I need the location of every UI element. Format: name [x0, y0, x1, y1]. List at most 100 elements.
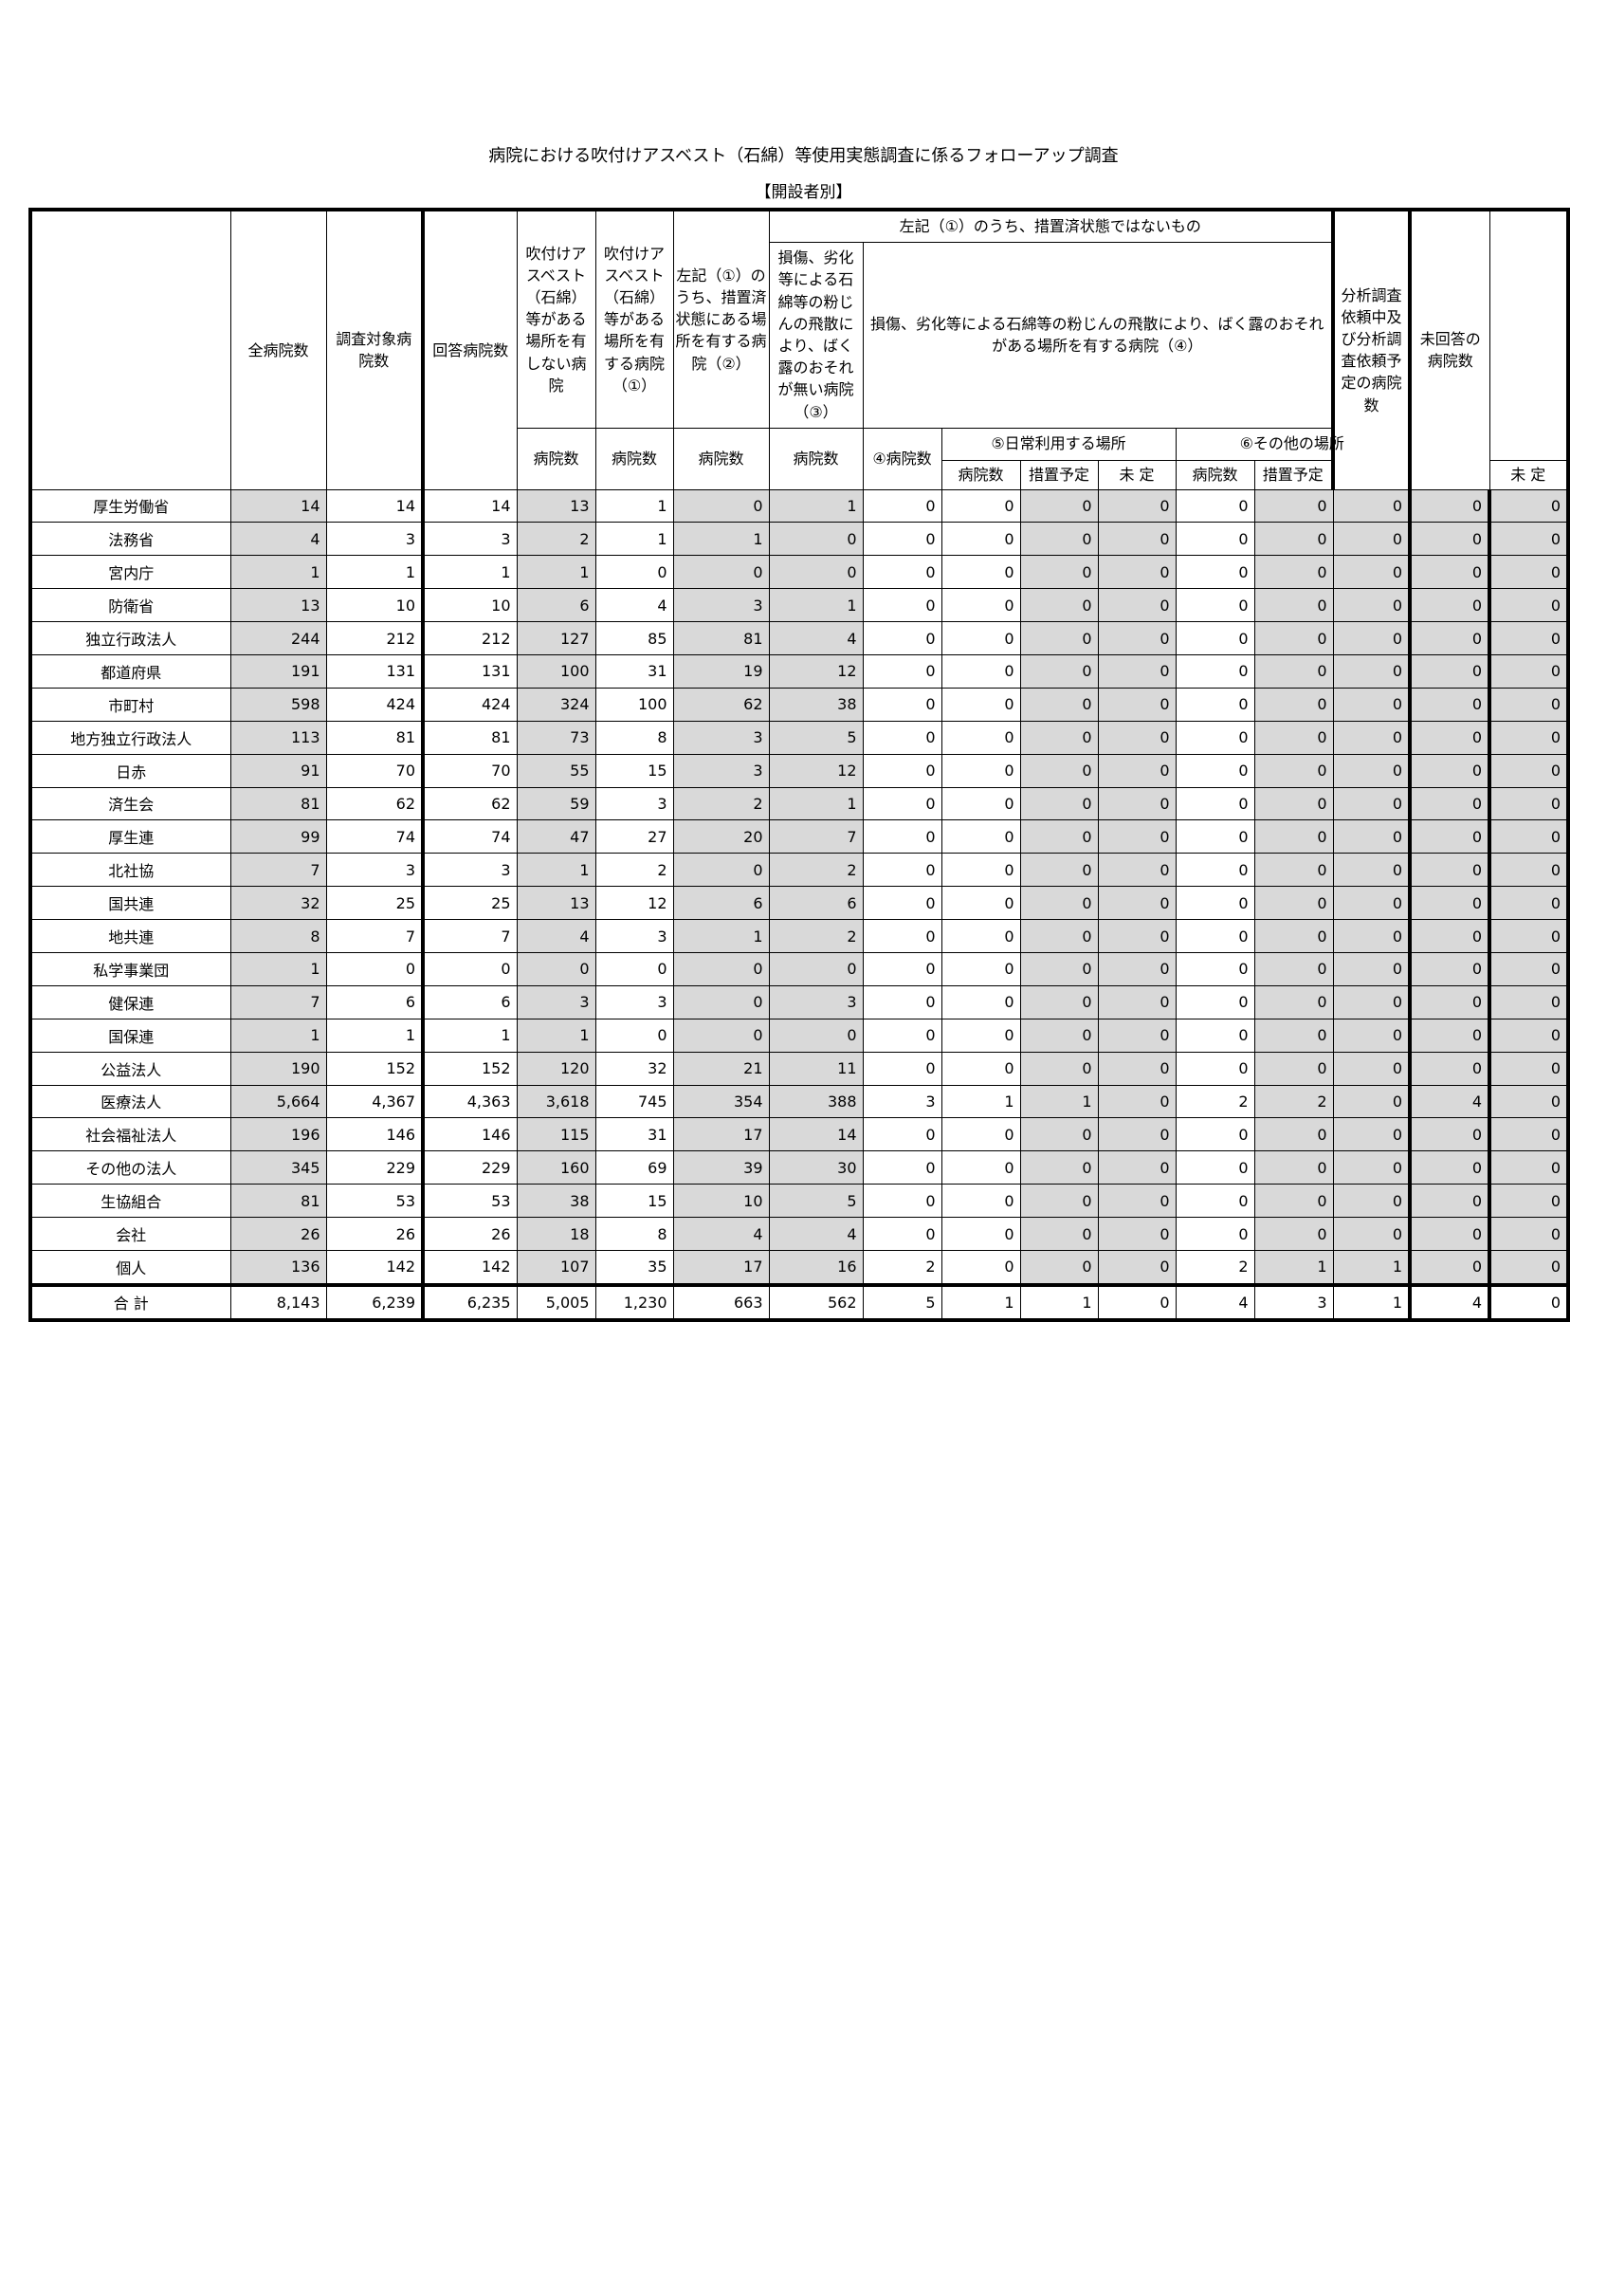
- cell-value: 81: [229, 786, 327, 821]
- cell-value: 0: [1253, 1051, 1334, 1086]
- cell-value: 12: [594, 886, 674, 921]
- cell-value: 1: [325, 1018, 425, 1053]
- cell-value: 18: [516, 1217, 596, 1251]
- cell-value: 0: [862, 522, 942, 557]
- cell-value: 0: [1019, 621, 1099, 655]
- cell-value: 0: [1097, 687, 1177, 722]
- cell-value: 2: [516, 522, 596, 557]
- row-label: 宮内庁: [29, 555, 231, 590]
- cell-value: 0: [672, 951, 770, 986]
- cell-value: 7: [229, 984, 327, 1019]
- cell-value: 14: [325, 488, 425, 523]
- table-row: 公益法人 190 152 152 120 32 21 11 0 0 0 0 0 0 0 0 0: [29, 1051, 1569, 1086]
- cell-value: 0: [1332, 951, 1411, 986]
- cell-value: 0: [862, 1184, 942, 1219]
- cell-value: 0: [1408, 951, 1491, 986]
- cell-value: 0: [1332, 753, 1411, 788]
- cell-value: 3: [422, 522, 518, 557]
- cell-value: 0: [940, 753, 1021, 788]
- cell-value: 5,664: [229, 1084, 327, 1119]
- cell-value: 0: [1019, 853, 1099, 888]
- cell-value: 0: [1253, 819, 1334, 854]
- cell-value: 0: [1332, 522, 1411, 557]
- cell-value: 0: [422, 951, 518, 986]
- cell-value: 7: [422, 919, 518, 953]
- cell-value: 0: [940, 786, 1021, 821]
- cell-value: 0: [862, 951, 942, 986]
- cell-value: 1: [594, 488, 674, 523]
- cell-value: 4: [229, 522, 327, 557]
- row-label: 厚生連: [29, 819, 231, 854]
- cell-value: 5: [768, 1184, 864, 1219]
- table-row: 地共連 8 7 7 4 3 1 2 0 0 0 0 0 0 0 0 0: [29, 919, 1569, 953]
- cell-value: 424: [422, 687, 518, 722]
- survey-table: 全病院数 調査対象病院数 回答病院数 吹付けアスベスト（石綿）等がある場所を有し…: [28, 208, 1570, 1322]
- cell-value: 0: [1332, 1018, 1411, 1053]
- cell-value: 0: [1097, 1117, 1177, 1152]
- cell-value: 8,143: [229, 1282, 327, 1321]
- cell-value: 5: [768, 720, 864, 755]
- row-label: 厚生労働省: [29, 488, 231, 523]
- cell-value: 0: [940, 1184, 1021, 1219]
- cell-value: 0: [1408, 753, 1491, 788]
- cell-value: 74: [422, 819, 518, 854]
- cell-value: 7: [768, 819, 864, 854]
- cell-value: 3,618: [516, 1084, 596, 1119]
- cell-value: 354: [672, 1084, 770, 1119]
- cell-value: 0: [768, 951, 864, 986]
- cell-value: 0: [1408, 1184, 1491, 1219]
- cell-value: 0: [1097, 886, 1177, 921]
- cell-value: 0: [1488, 488, 1569, 523]
- cell-value: 91: [229, 753, 327, 788]
- cell-value: 131: [325, 653, 425, 689]
- cell-value: 1: [672, 522, 770, 557]
- cell-value: 3: [594, 984, 674, 1019]
- cell-value: 62: [422, 786, 518, 821]
- cell-value: 0: [1488, 753, 1569, 788]
- cell-value: 1: [768, 786, 864, 821]
- cell-value: 212: [422, 621, 518, 655]
- table-row: 医療法人 5,664 4,367 4,363 3,618 745 354 388 3 1 1 0 2 2 0…: [29, 1084, 1569, 1119]
- cell-value: 0: [1097, 522, 1177, 557]
- cell-value: 55: [516, 753, 596, 788]
- cell-value: 0: [1019, 951, 1099, 986]
- cell-value: 13: [516, 886, 596, 921]
- cell-value: 0: [862, 1217, 942, 1251]
- table-row: 済生会 81 62 62 59 3 2 1 0 0 0 0 0 0 0 0 0: [29, 786, 1569, 821]
- cell-value: 0: [516, 951, 596, 986]
- cell-value: 0: [1253, 886, 1334, 921]
- cell-value: 0: [1019, 588, 1099, 623]
- cell-value: 0: [1097, 1249, 1177, 1286]
- cell-value: 0: [940, 951, 1021, 986]
- cell-value: 0: [1253, 786, 1334, 821]
- cell-value: 0: [1332, 819, 1411, 854]
- cell-value: 196: [229, 1117, 327, 1152]
- cell-value: 0: [1408, 488, 1491, 523]
- cell-value: 0: [768, 555, 864, 590]
- cell-value: 81: [422, 720, 518, 755]
- row-label: 市町村: [29, 687, 231, 722]
- cell-value: 0: [1408, 1249, 1491, 1286]
- cell-value: 4: [1175, 1282, 1255, 1321]
- cell-value: 3: [672, 753, 770, 788]
- cell-value: 131: [422, 653, 518, 689]
- cell-value: 38: [516, 1184, 596, 1219]
- cell-value: 4: [594, 588, 674, 623]
- cell-value: 4: [1408, 1084, 1491, 1119]
- cell-value: 1: [516, 555, 596, 590]
- cell-value: 0: [940, 984, 1021, 1019]
- cell-value: 0: [940, 621, 1021, 655]
- cell-value: 0: [1097, 1217, 1177, 1251]
- cell-value: 47: [516, 819, 596, 854]
- cell-value: 2: [1175, 1249, 1255, 1286]
- cell-value: 0: [1332, 853, 1411, 888]
- cell-value: 0: [1097, 555, 1177, 590]
- cell-value: 0: [1019, 1117, 1099, 1152]
- cell-value: 99: [229, 819, 327, 854]
- cell-value: 38: [768, 687, 864, 722]
- header-blank: [29, 209, 231, 490]
- row-label: 個人: [29, 1249, 231, 1286]
- cell-value: 0: [672, 555, 770, 590]
- cell-value: 31: [594, 653, 674, 689]
- cell-value: 0: [862, 853, 942, 888]
